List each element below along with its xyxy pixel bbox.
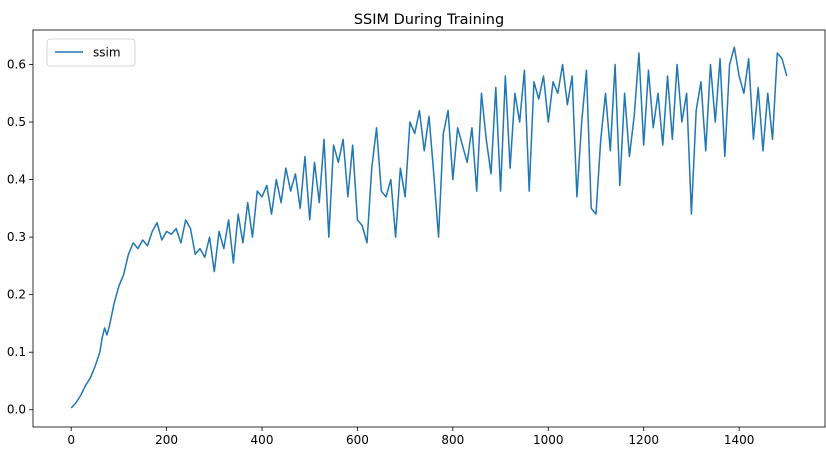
x-tick-label: 400	[251, 433, 274, 447]
x-tick-label: 200	[155, 433, 178, 447]
x-tick-label: 1000	[533, 433, 564, 447]
x-tick-label: 600	[346, 433, 369, 447]
plot-frame	[32, 29, 826, 428]
legend-label-ssim: ssim	[93, 46, 121, 60]
y-tick-label: 0.5	[7, 115, 26, 129]
y-tick-label: 0.3	[7, 230, 26, 244]
y-tick-label: 0.1	[7, 345, 26, 359]
y-tick-label: 0.6	[7, 58, 26, 72]
series-layer	[70, 46, 788, 409]
y-tick-label: 0.2	[7, 288, 26, 302]
x-tick-label: 0	[67, 433, 75, 447]
x-tick-label: 1400	[724, 433, 755, 447]
chart-title: SSIM During Training	[354, 12, 504, 28]
legend: ssim	[46, 38, 136, 67]
x-tick-label: 1200	[628, 433, 659, 447]
axis-ticks: 0 200 400 600 800 1000 1200 1400 0.0 0.1 0.2 0.3 0.4…	[7, 58, 754, 447]
series-line-ssim	[70, 46, 788, 409]
x-tick-label: 800	[441, 433, 464, 447]
legend-box	[46, 38, 136, 67]
y-tick-label: 0.0	[7, 403, 26, 417]
y-tick-label: 0.4	[7, 173, 26, 187]
